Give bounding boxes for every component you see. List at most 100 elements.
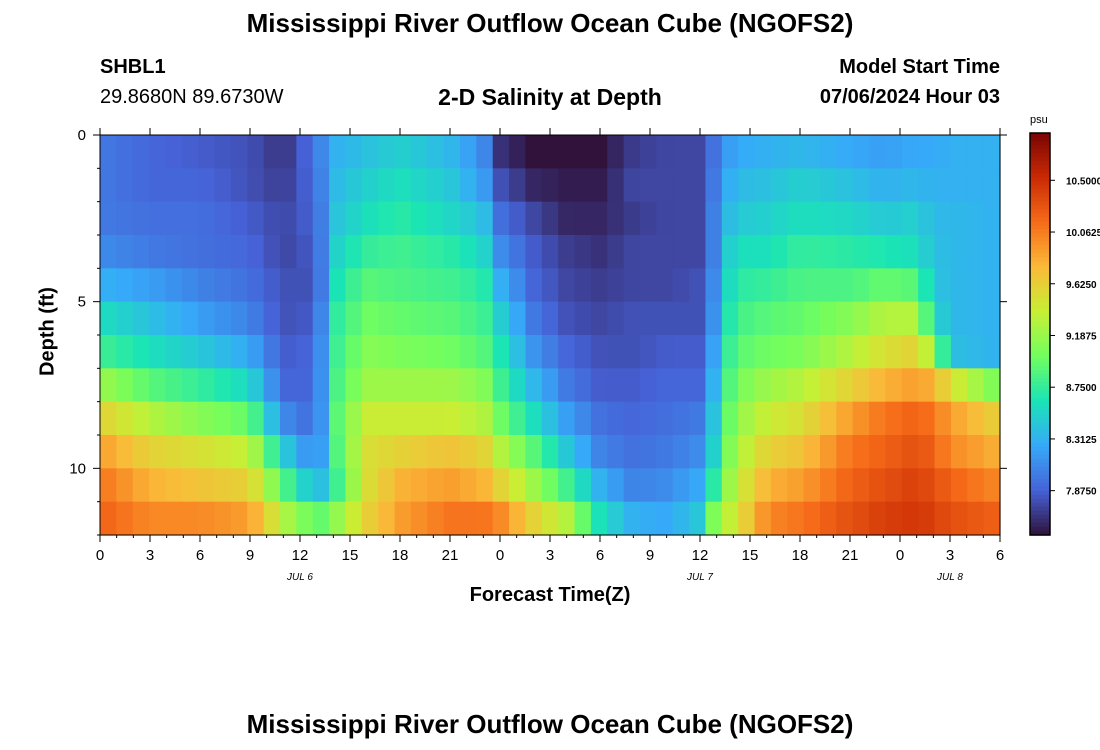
heatmap-cell bbox=[100, 335, 117, 369]
heatmap-cell bbox=[181, 168, 199, 203]
heatmap-cell bbox=[558, 268, 576, 303]
heatmap-cell bbox=[132, 401, 150, 436]
heatmap-cell bbox=[607, 401, 625, 436]
heatmap-cell bbox=[492, 201, 510, 236]
heatmap-cell bbox=[492, 135, 510, 169]
heatmap-cell bbox=[263, 368, 281, 403]
colorbar-swatch bbox=[1030, 350, 1050, 355]
heatmap-cell bbox=[427, 435, 445, 469]
heatmap-cell bbox=[443, 235, 461, 269]
heatmap-cell bbox=[541, 368, 559, 403]
colorbar-swatch bbox=[1030, 486, 1050, 492]
heatmap-cell bbox=[181, 235, 199, 269]
heatmap-cell bbox=[525, 435, 543, 469]
heatmap-cell bbox=[427, 501, 445, 536]
heatmap-cell bbox=[198, 468, 216, 503]
heatmap-cell bbox=[950, 235, 968, 269]
colorbar-swatch bbox=[1030, 414, 1050, 420]
day-label: JUL 7 bbox=[686, 572, 713, 583]
heatmap-cell bbox=[492, 335, 510, 369]
heatmap-cell bbox=[803, 401, 821, 436]
heatmap-cell bbox=[476, 435, 494, 469]
heatmap-cell bbox=[230, 468, 248, 503]
heatmap-cell bbox=[836, 235, 854, 269]
heatmap-cell bbox=[820, 435, 837, 469]
colorbar-swatch bbox=[1030, 462, 1050, 468]
heatmap-cell bbox=[738, 201, 756, 236]
heatmap-cell bbox=[852, 268, 870, 303]
heatmap-cell bbox=[754, 235, 772, 269]
heatmap-cell bbox=[590, 468, 608, 503]
heatmap-cell bbox=[280, 135, 297, 169]
heatmap-cell bbox=[803, 335, 821, 369]
heatmap-cell bbox=[721, 201, 739, 236]
heatmap-cell bbox=[116, 201, 134, 236]
heatmap-cell bbox=[623, 201, 641, 236]
heatmap-cell bbox=[541, 235, 559, 269]
heatmap-cell bbox=[640, 335, 657, 369]
heatmap-cell bbox=[361, 301, 379, 336]
heatmap-cell bbox=[345, 401, 363, 436]
heatmap-cell bbox=[770, 201, 788, 236]
heatmap-cell bbox=[149, 168, 167, 203]
heatmap-cell bbox=[607, 235, 625, 269]
heatmap-cell bbox=[738, 168, 756, 203]
heatmap-cell bbox=[738, 135, 756, 169]
colorbar-swatch bbox=[1030, 446, 1050, 452]
heatmap-cell bbox=[705, 201, 723, 236]
heatmap-cell bbox=[901, 201, 919, 236]
heatmap-cell bbox=[967, 501, 985, 536]
heatmap-cell bbox=[787, 301, 805, 336]
heatmap-cell bbox=[738, 268, 756, 303]
heatmap-cell bbox=[509, 168, 527, 203]
heatmap-cell bbox=[852, 201, 870, 236]
colorbar-swatch bbox=[1030, 305, 1050, 311]
heatmap-cell bbox=[214, 435, 232, 469]
heatmap-cell bbox=[754, 268, 772, 303]
heatmap-cell bbox=[410, 201, 428, 236]
heatmap-cell bbox=[312, 168, 330, 203]
heatmap-cell bbox=[721, 335, 739, 369]
heatmap-cell bbox=[607, 201, 625, 236]
heatmap-cell bbox=[721, 301, 739, 336]
heatmap-cell bbox=[329, 268, 347, 303]
heatmap-cell bbox=[836, 368, 854, 403]
heatmap-cell bbox=[525, 268, 543, 303]
heatmap-cell bbox=[280, 468, 297, 503]
heatmap-cell bbox=[132, 168, 150, 203]
heatmap-cell bbox=[476, 401, 494, 436]
heatmap-cell bbox=[869, 135, 887, 169]
heatmap-cell bbox=[116, 501, 134, 536]
heatmap-cell bbox=[967, 468, 985, 503]
heatmap-cell bbox=[329, 201, 347, 236]
heatmap-cell bbox=[476, 268, 494, 303]
heatmap-cell bbox=[574, 435, 592, 469]
heatmap-cell bbox=[525, 401, 543, 436]
heatmap-cell bbox=[950, 468, 968, 503]
heatmap-cell bbox=[901, 301, 919, 336]
x-axis-title: Forecast Time(Z) bbox=[469, 584, 631, 606]
colorbar-swatch bbox=[1030, 402, 1050, 407]
heatmap-cell bbox=[918, 501, 936, 536]
heatmap-cell bbox=[280, 268, 297, 303]
heatmap-cell bbox=[983, 468, 1001, 503]
colorbar-swatch bbox=[1030, 153, 1050, 158]
heatmap-cell bbox=[934, 335, 952, 369]
heatmap-cell bbox=[476, 135, 494, 169]
heatmap-cell bbox=[198, 168, 216, 203]
heatmap-cell bbox=[460, 435, 477, 469]
heatmap-cell bbox=[214, 268, 232, 303]
heatmap-cell bbox=[770, 435, 788, 469]
x-tick-label: 6 bbox=[196, 547, 204, 564]
heatmap-cell bbox=[803, 501, 821, 536]
heatmap-cell bbox=[721, 135, 739, 169]
heatmap-cell bbox=[689, 168, 707, 203]
heatmap-cell bbox=[296, 335, 314, 369]
heatmap-cell bbox=[640, 401, 657, 436]
heatmap-cell bbox=[280, 435, 297, 469]
heatmap-cell bbox=[165, 168, 183, 203]
colorbar-swatch bbox=[1030, 141, 1050, 146]
heatmap-cell bbox=[329, 435, 347, 469]
heatmap-cell bbox=[623, 235, 641, 269]
heatmap-cell bbox=[394, 401, 412, 436]
